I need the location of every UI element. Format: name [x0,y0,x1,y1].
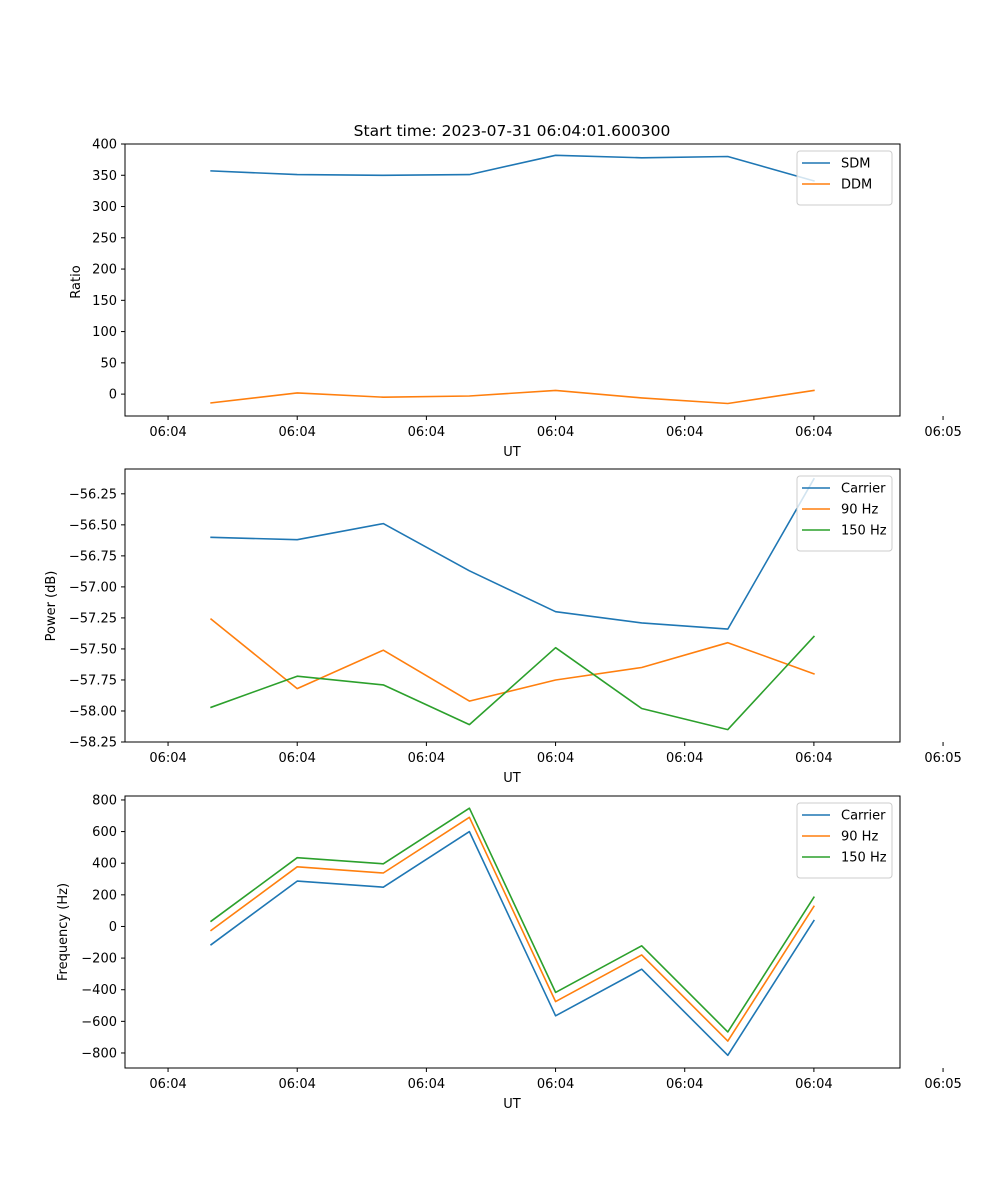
y-tick-label: 0 [109,388,117,403]
x-tick-label: 06:04 [795,425,832,440]
y-tick-label: 350 [92,169,117,184]
legend-label-ddm: DDM [841,178,872,193]
series-line-90-hz [209,617,815,702]
y-tick-label: 50 [100,356,117,371]
y-tick-label: 200 [92,263,117,278]
y-tick-label: 250 [92,231,117,246]
legend-label-90-hz: 90 Hz [841,503,878,518]
power-legend: Carrier 90 Hz 150 Hz [796,475,893,552]
y-tick-label: 200 [92,888,117,903]
y-tick-label: −57.75 [69,673,117,688]
y-tick-label: 150 [92,294,117,309]
power-x-axis-label: UT [503,771,521,786]
x-tick-label: 06:04 [408,1077,445,1092]
y-tick-label: 600 [92,825,117,840]
chart-title: Start time: 2023-07-31 06:04:01.600300 [354,122,671,140]
ratio-y-axis-label: Ratio [69,265,84,298]
x-tick-label: 06:04 [666,1077,703,1092]
ratio-x-axis-label: UT [503,445,521,460]
legend-label-150-hz: 150 Hz [841,524,887,539]
frequency-ticks: 06:04 06:04 06:04 06:04 06:04 06:04 06:05 800 60… [81,793,962,1092]
frequency-plot-frame [124,795,901,1069]
x-tick-label: 06:04 [149,425,186,440]
x-tick-label: 06:05 [924,425,961,440]
y-tick-label: 800 [92,793,117,808]
ratio-legend: SDM DDM [796,150,893,206]
x-tick-label: 06:05 [924,751,961,766]
power-ticks: 06:04 06:04 06:04 06:04 06:04 06:04 06:05 −56.2… [69,487,962,766]
y-tick-label: −57.25 [69,611,117,626]
y-tick-label: −57.50 [69,642,117,657]
y-tick-label: −800 [81,1046,117,1061]
series-line-carrier [210,477,815,630]
y-tick-label: 0 [109,920,117,935]
x-tick-label: 06:04 [537,425,574,440]
legend-label-carrier: Carrier [841,482,886,497]
power-lines [209,477,816,731]
y-tick-label: −57.00 [69,580,117,595]
ratio-ticks: 06:04 06:04 06:04 06:04 06:04 06:04 06:05 0 50 10… [92,138,962,441]
legend-label-150-hz: 150 Hz [841,851,887,866]
y-tick-label: 300 [92,200,117,215]
y-tick-label: 400 [92,857,117,872]
legend-box [796,150,893,206]
x-tick-label: 06:04 [149,1077,186,1092]
frequency-legend: Carrier 90 Hz 150 Hz [796,802,893,879]
series-line-sdm [210,154,815,182]
x-tick-label: 06:04 [408,751,445,766]
x-tick-label: 06:04 [278,425,315,440]
x-tick-label: 06:04 [795,751,832,766]
series-line-150-hz [210,635,816,731]
x-tick-label: 06:04 [278,1077,315,1092]
y-tick-label: −600 [81,1015,117,1030]
series-line-150-hz [209,807,816,1033]
x-tick-label: 06:04 [666,425,703,440]
x-tick-label: 06:05 [924,1077,961,1092]
y-tick-label: −200 [81,952,117,967]
ratio-lines [210,154,815,405]
power-y-axis-label: Power (dB) [44,571,59,642]
legend-label-90-hz: 90 Hz [841,830,878,845]
y-tick-label: −400 [81,983,117,998]
y-tick-label: −56.25 [69,487,117,502]
legend-box [796,475,893,552]
y-tick-label: 400 [92,138,117,153]
frequency-x-axis-label: UT [503,1097,521,1112]
power-panel: 06:04 06:04 06:04 06:04 06:04 06:04 06:05 −56.2… [44,468,962,786]
y-tick-label: −56.50 [69,518,117,533]
power-plot-frame [124,468,901,743]
x-tick-label: 06:04 [666,751,703,766]
frequency-lines [209,807,816,1057]
legend-box [796,802,893,879]
ratio-panel: Start time: 2023-07-31 06:04:01.600300 0… [69,122,962,460]
legend-label-sdm: SDM [841,157,870,172]
series-line-ddm [210,389,815,405]
y-tick-label: −58.00 [69,704,117,719]
ratio-plot-frame [124,143,901,417]
series-line-90-hz [209,816,816,1042]
frequency-panel: 06:04 06:04 06:04 06:04 06:04 06:04 06:05 800 60… [56,793,962,1112]
y-tick-label: −56.75 [69,549,117,564]
y-tick-label: −58.25 [69,736,117,751]
y-tick-label: 100 [92,325,117,340]
x-tick-label: 06:04 [408,425,445,440]
legend-label-carrier: Carrier [841,809,886,824]
x-tick-label: 06:04 [149,751,186,766]
frequency-y-axis-label: Frequency (Hz) [56,883,71,981]
x-tick-label: 06:04 [537,1077,574,1092]
x-tick-label: 06:04 [278,751,315,766]
x-tick-label: 06:04 [795,1077,832,1092]
series-line-carrier [209,830,816,1057]
x-tick-label: 06:04 [537,751,574,766]
